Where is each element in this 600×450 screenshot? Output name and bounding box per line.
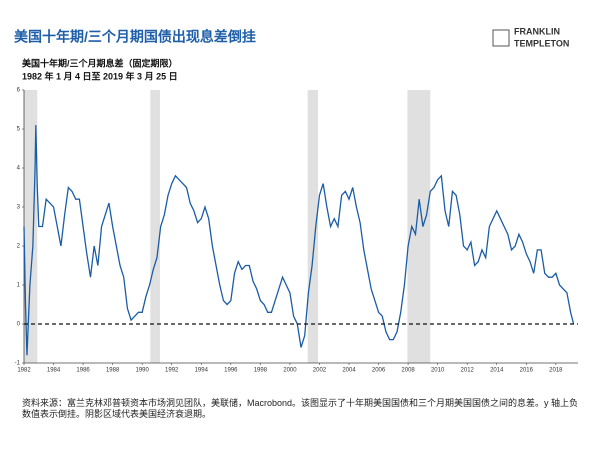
x-tick-label: 1992 — [165, 368, 179, 374]
x-tick-label: 2002 — [313, 368, 327, 374]
logo-text: FRANKLIN — [514, 26, 560, 36]
y-tick-label: 4 — [17, 166, 21, 172]
y-tick-label: 1 — [17, 283, 21, 289]
x-tick-label: 2010 — [431, 368, 445, 374]
x-tick-label: 2008 — [401, 368, 415, 374]
x-tick-label: 1994 — [195, 368, 209, 374]
x-tick-label: 2000 — [283, 368, 297, 374]
y-tick-label: 2 — [17, 244, 21, 250]
date-range: 1982 年 1 月 4 日至 2019 年 3 月 25 日 — [22, 70, 178, 81]
x-tick-label: 2018 — [549, 368, 563, 374]
x-tick-label: 1988 — [106, 368, 120, 374]
recession-band — [150, 90, 160, 363]
recession-band — [24, 90, 38, 363]
x-tick-label: 1996 — [224, 368, 238, 374]
y-tick-label: -1 — [15, 361, 21, 367]
chart-subtitle: 美国十年期/三个月期息差（固定期限） — [22, 57, 178, 68]
logo-text: TEMPLETON — [514, 38, 569, 48]
logo: FRANKLIN TEMPLETON — [492, 26, 569, 48]
y-tick-label: 3 — [17, 205, 21, 211]
logo-icon — [492, 29, 510, 47]
chart-title: 美国十年期/三个月期国债出现息差倒挂 — [14, 29, 256, 45]
x-tick-label: 1984 — [47, 368, 61, 374]
data-line — [23, 125, 575, 356]
x-tick-label: 2014 — [490, 368, 504, 374]
source-note: 资料来源：富兰克林邓普顿资本市场洞见团队，美联储，Macrobond。该图显示了… — [22, 398, 579, 419]
x-tick-label: 1998 — [254, 368, 268, 374]
x-tick-label: 1990 — [136, 368, 150, 374]
recession-band — [407, 90, 431, 363]
y-tick-label: 0 — [17, 322, 21, 328]
x-tick-label: 2004 — [342, 368, 356, 374]
x-tick-label: 1986 — [76, 368, 90, 374]
y-tick-label: 5 — [17, 127, 21, 133]
x-tick-label: 2016 — [520, 368, 534, 374]
recession-band — [307, 90, 318, 363]
x-tick-label: 2006 — [372, 368, 386, 374]
x-tick-label: 1982 — [17, 368, 31, 374]
source-box: 资料来源：富兰克林邓普顿资本市场洞见团队，美联储，Macrobond。该图显示了… — [22, 398, 579, 419]
x-tick-label: 2012 — [461, 368, 475, 374]
y-tick-label: 6 — [17, 88, 21, 94]
